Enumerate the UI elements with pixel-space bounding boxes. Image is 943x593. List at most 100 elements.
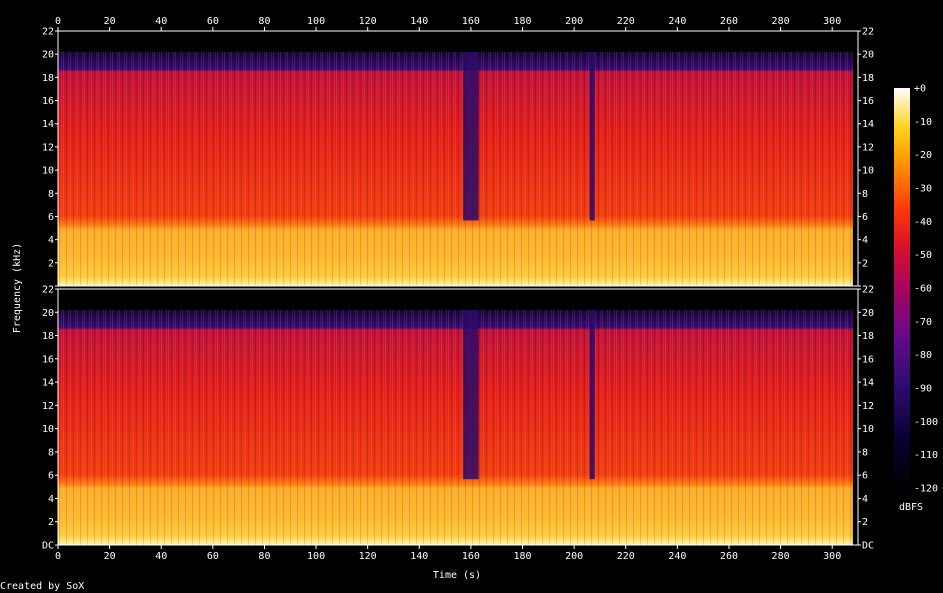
colorbar-tick-label: -80 [914, 350, 932, 361]
y-tick-label-right: 20 [862, 308, 874, 319]
x-tick-label-bottom: 60 [207, 551, 219, 562]
y-tick-label-left: 16 [42, 96, 54, 107]
y-tick-label-left: 10 [42, 166, 54, 177]
colorbar-label: dBFS [899, 502, 923, 513]
y-tick-label-right: 22 [862, 285, 874, 296]
colorbar-tick-label: -90 [914, 384, 932, 395]
y-tick-label-right: 14 [862, 378, 874, 389]
colorbar-tick-label: -10 [914, 117, 932, 128]
x-tick-label-bottom: 0 [55, 551, 61, 562]
colorbar-tick-label: -40 [914, 217, 932, 228]
y-tick-label-right: DC [862, 541, 874, 552]
channel-1-spectrogram [57, 30, 859, 287]
y-tick-label-left: 14 [42, 378, 54, 389]
y-tick-label-left: 6 [48, 212, 54, 223]
x-tick-label-top: 100 [307, 16, 325, 27]
y-tick-label-right: 8 [862, 447, 868, 458]
y-tick-label-left: 2 [48, 258, 54, 269]
x-tick-label-top: 140 [410, 16, 428, 27]
x-tick-label-top: 20 [104, 16, 116, 27]
colorbar-tick-label: -20 [914, 150, 932, 161]
y-tick-label-left: 8 [48, 447, 54, 458]
y-tick-label-left: 20 [42, 50, 54, 61]
x-axis-label: Time (s) [433, 570, 481, 581]
x-tick-label-top: 200 [565, 16, 583, 27]
y-tick-label-left: 8 [48, 189, 54, 200]
colorbar-tick-label: -30 [914, 184, 932, 195]
y-tick-label-right: 2 [862, 517, 868, 528]
quiet-segment [463, 309, 479, 480]
x-tick-label-top: 160 [462, 16, 480, 27]
colorbar-tick-label: -120 [914, 484, 938, 495]
x-axis-top: 0 20 40 60 80 100 120 140 160 180 200 220 240 260 280 3… [55, 16, 841, 31]
y-tick-label-right: 20 [862, 50, 874, 61]
y-tick-label-right: 4 [862, 235, 868, 246]
y-tick-label-right: 16 [862, 354, 874, 365]
y-tick-label-right: 6 [862, 471, 868, 482]
x-tick-label-top: 240 [668, 16, 686, 27]
x-tick-label-top: 180 [513, 16, 531, 27]
x-tick-label-bottom: 220 [617, 551, 635, 562]
y-tick-label-right: 6 [862, 212, 868, 223]
y-tick-label-right: 14 [862, 119, 874, 130]
x-tick-label-bottom: 20 [104, 551, 116, 562]
quiet-segment [463, 51, 479, 221]
y-tick-label-right: 12 [862, 142, 874, 153]
colorbar: +0 -10 -20 -30 -40 -50 -60 -70 -80 -90 -100 -110 -12… [894, 84, 938, 513]
y-tick-label-left: DC [42, 541, 54, 552]
x-axis-bottom: 0 20 40 60 80 100 120 140 160 180 200 220 240 260 280 3… [55, 545, 841, 562]
x-tick-label-top: 300 [823, 16, 841, 27]
y-tick-label-left: 12 [42, 142, 54, 153]
x-tick-label-top: 0 [55, 16, 61, 27]
y-tick-label-left: 14 [42, 119, 54, 130]
quiet-segment [589, 51, 595, 221]
y-axis-label: Frequency (kHz) [12, 243, 23, 333]
y-tick-label-left: 22 [42, 27, 54, 38]
y-tick-label-right: 8 [862, 189, 868, 200]
channel-2-spectrogram [57, 288, 859, 546]
y-tick-label-right: 10 [862, 424, 874, 435]
x-tick-label-bottom: 260 [720, 551, 738, 562]
y-tick-label-left: 6 [48, 471, 54, 482]
y-tick-label-left: 2 [48, 517, 54, 528]
x-tick-label-bottom: 200 [565, 551, 583, 562]
y-tick-label-right: 22 [862, 27, 874, 38]
y-tick-label-right: 2 [862, 258, 868, 269]
colorbar-tick-label: -50 [914, 250, 932, 261]
colorbar-ticks: +0 -10 -20 -30 -40 -50 -60 -70 -80 -90 -100 -110 -12… [914, 84, 938, 495]
colorbar-tick-label: -60 [914, 284, 932, 295]
colorbar-tick-label: -100 [914, 417, 938, 428]
x-tick-label-bottom: 180 [513, 551, 531, 562]
y-tick-label-left: 4 [48, 235, 54, 246]
x-tick-label-top: 80 [258, 16, 270, 27]
y-tick-label-left: 22 [42, 285, 54, 296]
colorbar-tick-label: -70 [914, 317, 932, 328]
y-tick-label-left: 20 [42, 308, 54, 319]
y-tick-label-right: 12 [862, 401, 874, 412]
x-tick-label-bottom: 40 [155, 551, 167, 562]
x-tick-label-bottom: 140 [410, 551, 428, 562]
y-tick-label-left: 10 [42, 424, 54, 435]
colorbar-tick-label: -110 [914, 450, 938, 461]
x-tick-label-top: 40 [155, 16, 167, 27]
x-tick-label-top: 260 [720, 16, 738, 27]
x-tick-label-top: 220 [617, 16, 635, 27]
y-tick-label-left: 12 [42, 401, 54, 412]
y-tick-label-right: 10 [862, 166, 874, 177]
spectrogram-panels [57, 30, 859, 546]
y-tick-label-left: 16 [42, 354, 54, 365]
x-tick-label-top: 120 [359, 16, 377, 27]
x-tick-label-bottom: 280 [772, 551, 790, 562]
y-tick-label-right: 4 [862, 494, 868, 505]
x-tick-label-bottom: 100 [307, 551, 325, 562]
x-tick-label-bottom: 160 [462, 551, 480, 562]
x-tick-label-bottom: 240 [668, 551, 686, 562]
x-tick-label-bottom: 80 [258, 551, 270, 562]
sox-credit: Created by SoX [0, 581, 84, 592]
x-tick-label-top: 60 [207, 16, 219, 27]
colorbar-tick-label: +0 [914, 84, 926, 95]
y-tick-label-right: 18 [862, 331, 874, 342]
y-tick-label-left: 18 [42, 73, 54, 84]
